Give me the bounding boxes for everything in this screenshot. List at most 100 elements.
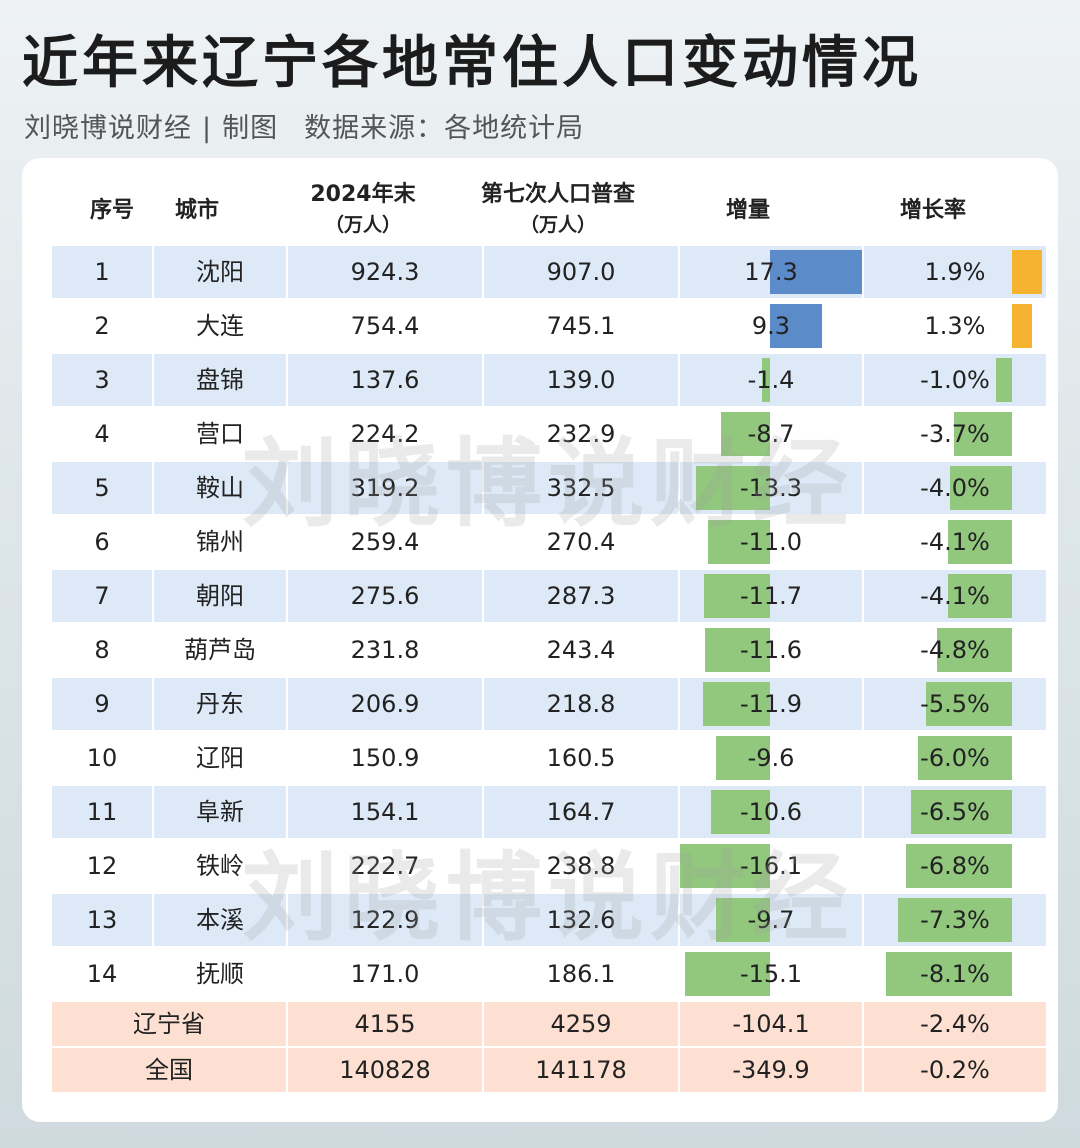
rate-label: -6.0%	[920, 744, 990, 772]
table-row: 1 沈阳 924.3 907.0 17.3 1.9%	[52, 246, 1046, 298]
rank-cell: 13	[52, 894, 152, 946]
city-cell: 大连	[154, 300, 286, 352]
rank-cell-text: 9	[94, 690, 110, 718]
pop-census7-cell: 332.5	[484, 462, 678, 514]
pop-census7-cell-text: 218.8	[546, 690, 616, 718]
rate-bar-negative	[948, 520, 1012, 564]
summary-name-cell: 辽宁省	[52, 1002, 286, 1046]
city-cell: 营口	[154, 408, 286, 460]
rank-cell-text: 4	[94, 420, 110, 448]
pop-2024-cell: 224.2	[288, 408, 482, 460]
increment-label: -11.6	[739, 636, 803, 664]
rate-cell: -8.1%	[864, 948, 1046, 1000]
pop-2024-cell-text: 924.3	[350, 258, 420, 286]
pop-2024-cell: 231.8	[288, 624, 482, 676]
pop-2024-cell-text: 275.6	[350, 582, 420, 610]
city-cell: 丹东	[154, 678, 286, 730]
increment-label: -9.7	[747, 906, 795, 934]
rank-cell-text: 14	[86, 960, 118, 988]
city-cell: 锦州	[154, 516, 286, 568]
rate-cell: -4.1%	[864, 570, 1046, 622]
pop-2024-cell-text: 754.4	[350, 312, 420, 340]
pop-2024-cell-text: 231.8	[350, 636, 420, 664]
pop-census7-cell: 270.4	[484, 516, 678, 568]
rate-bar-negative	[949, 466, 1012, 510]
increment-cell: -13.3	[680, 462, 862, 514]
rank-cell: 10	[52, 732, 152, 784]
pop-2024-cell: 137.6	[288, 354, 482, 406]
pop-census7-cell-text: 907.0	[546, 258, 616, 286]
pop-census7-cell-text: 745.1	[546, 312, 616, 340]
pop-2024-cell: 924.3	[288, 246, 482, 298]
rate-cell: -4.0%	[864, 462, 1046, 514]
pop-2024-cell-text: 206.9	[350, 690, 420, 718]
header-pop-census7: 第七次人口普查 （万人）	[480, 182, 635, 236]
pop-census7-cell: 243.4	[484, 624, 678, 676]
table-row: 9 丹东 206.9 218.8 -11.9 -5.5%	[52, 678, 1046, 730]
rank-cell-text: 1	[94, 258, 110, 286]
header-rank: 序号	[89, 198, 134, 223]
rate-label: -4.1%	[920, 582, 990, 610]
pop-census7-cell: 287.3	[484, 570, 678, 622]
increment-cell: -8.7	[680, 408, 862, 460]
rate-bar-negative	[996, 358, 1012, 402]
rate-bar-negative	[937, 628, 1012, 672]
pop-2024-cell: 259.4	[288, 516, 482, 568]
rate-bar-negative	[905, 844, 1012, 888]
rate-label: -3.7%	[920, 420, 990, 448]
rank-cell-text: 7	[94, 582, 110, 610]
city-cell-text: 盘锦	[196, 366, 244, 394]
table-row: 6 锦州 259.4 270.4 -11.0 -4.1%	[52, 516, 1046, 568]
header-pop-2024: 2024年末 （万人）	[310, 182, 416, 236]
rate-cell: 1.3%	[864, 300, 1046, 352]
rate-label: -8.1%	[920, 960, 990, 988]
pop-census7-cell: 907.0	[484, 246, 678, 298]
table-row: 8 葫芦岛 231.8 243.4 -11.6 -4.8%	[52, 624, 1046, 676]
city-cell-text: 抚顺	[196, 960, 244, 988]
pop-census7-cell: 160.5	[484, 732, 678, 784]
rate-label: 1.9%	[924, 258, 986, 286]
table-row: 14 抚顺 171.0 186.1 -15.1 -8.1%	[52, 948, 1046, 1000]
city-cell: 铁岭	[154, 840, 286, 892]
rate-label: -6.5%	[920, 798, 990, 826]
table-row: 11 阜新 154.1 164.7 -10.6 -6.5%	[52, 786, 1046, 838]
rate-bar-negative	[948, 574, 1012, 618]
city-cell: 辽阳	[154, 732, 286, 784]
summary-row: 全国 140828 141178 -349.9 -0.2%	[52, 1048, 1046, 1092]
pop-2024-cell-text: 259.4	[350, 528, 420, 556]
summary-increment-cell: -104.1	[680, 1002, 862, 1046]
pop-2024-cell: 154.1	[288, 786, 482, 838]
rank-cell: 2	[52, 300, 152, 352]
pop-2024-cell: 150.9	[288, 732, 482, 784]
pop-2024-cell-text: 222.7	[350, 852, 420, 880]
rate-label: 1.3%	[924, 312, 986, 340]
rank-cell-text: 11	[86, 798, 118, 826]
pop-census7-cell-text: 160.5	[546, 744, 616, 772]
summary-pop-2024-cell: 4155	[288, 1002, 482, 1046]
rate-label: -4.1%	[920, 528, 990, 556]
pop-census7-cell-text: 238.8	[546, 852, 616, 880]
city-cell: 沈阳	[154, 246, 286, 298]
rank-cell-text: 13	[86, 906, 118, 934]
increment-bar-negative	[708, 520, 770, 564]
rank-cell: 14	[52, 948, 152, 1000]
rank-cell: 11	[52, 786, 152, 838]
increment-bar-negative	[703, 682, 770, 726]
pop-2024-cell: 754.4	[288, 300, 482, 352]
pop-census7-cell: 238.8	[484, 840, 678, 892]
table-row: 7 朝阳 275.6 287.3 -11.7 -4.1%	[52, 570, 1046, 622]
increment-bar-negative	[710, 790, 770, 834]
rate-bar-negative	[926, 682, 1012, 726]
pop-census7-cell-text: 139.0	[546, 366, 616, 394]
city-cell: 抚顺	[154, 948, 286, 1000]
summary-rate-cell: -0.2%	[864, 1048, 1046, 1092]
header-city: 城市	[174, 198, 219, 223]
increment-label: -11.0	[739, 528, 803, 556]
table-row: 13 本溪 122.9 132.6 -9.7 -7.3%	[52, 894, 1046, 946]
pop-2024-cell-text: 122.9	[350, 906, 420, 934]
increment-cell: -9.7	[680, 894, 862, 946]
increment-label: -15.1	[739, 960, 803, 988]
rate-cell: -4.1%	[864, 516, 1046, 568]
rate-cell: -5.5%	[864, 678, 1046, 730]
summary-rate-cell: -2.4%	[864, 1002, 1046, 1046]
